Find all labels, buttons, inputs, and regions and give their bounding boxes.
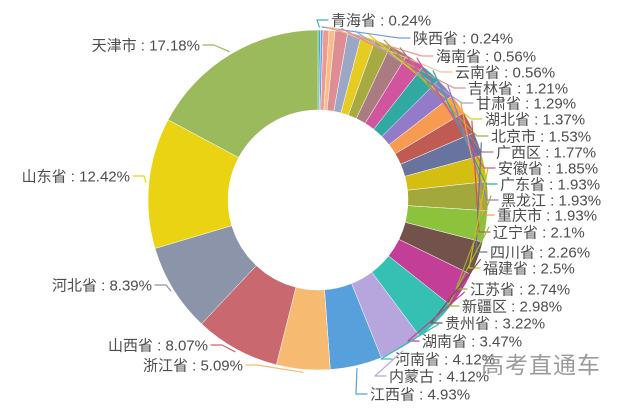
slice-label: 北京市 : 1.53%	[491, 129, 591, 146]
slice-label: 浙江省 : 5.09%	[143, 358, 243, 375]
slice-label: 福建省 : 2.5%	[483, 261, 575, 278]
label-line	[468, 167, 489, 269]
label-line	[407, 291, 465, 342]
slice-label: 江西省 : 4.93%	[370, 387, 470, 404]
label-line	[447, 85, 499, 201]
label-line	[383, 39, 489, 137]
label-line	[341, 28, 466, 89]
label-line	[354, 30, 474, 104]
watermark: 高考直通车	[481, 352, 601, 378]
slice-label: 海南省 : 0.56%	[436, 49, 536, 66]
label-line	[430, 259, 481, 324]
label-line	[380, 323, 440, 360]
label-line	[245, 364, 304, 373]
slice-label: 湖南省 : 3.47%	[422, 334, 522, 351]
slice-label: 四川省 : 2.26%	[490, 245, 590, 262]
slice-label: 天津市 : 17.18%	[92, 38, 200, 55]
label-line	[210, 344, 236, 353]
label-line	[368, 34, 483, 120]
slice-label: 江苏省 : 2.74%	[470, 282, 570, 299]
label-line	[321, 26, 411, 39]
slice-label: 山西省 : 8.07%	[108, 338, 208, 355]
label-line	[374, 350, 404, 377]
label-line	[416, 57, 496, 169]
label-line	[355, 368, 368, 395]
slice-label: 陕西省 : 0.24%	[413, 31, 513, 48]
slice-label: 辽宁省 : 2.1%	[493, 225, 585, 242]
slice-label: 内蒙古 : 4.12%	[389, 369, 489, 386]
pie-slice[interactable]	[167, 29, 319, 158]
slice-label: 新疆区 : 2.98%	[462, 299, 562, 316]
slice-label: 云南省 : 0.56%	[455, 65, 555, 82]
slice-label: 吉林省 : 1.21%	[468, 81, 568, 98]
slice-label: 黑龙江 : 1.93%	[501, 193, 601, 210]
label-line	[399, 47, 494, 153]
slice-label: 河北省 : 8.39%	[52, 278, 152, 295]
slice-label: 广东省 : 1.93%	[500, 177, 600, 194]
slice-label: 湖北省 : 1.37%	[485, 112, 585, 129]
label-line	[432, 70, 498, 185]
slice-label: 山东省 : 12.42%	[22, 169, 130, 186]
label-line	[132, 175, 147, 184]
slice-label: 广西区 : 1.77%	[496, 145, 596, 162]
label-line	[202, 44, 230, 53]
slice-label: 河南省 : 4.12%	[395, 352, 495, 369]
slice-label: 甘肃省 : 1.29%	[476, 96, 576, 113]
slice-label: 安徽省 : 1.85%	[498, 161, 598, 178]
label-line	[316, 19, 329, 28]
slice-label: 贵州省 : 3.22%	[445, 316, 545, 333]
label-line	[460, 101, 495, 216]
slice-label: 重庆市 : 1.93%	[497, 208, 597, 225]
label-line	[455, 195, 492, 290]
slice-label: 青海省 : 0.24%	[331, 13, 431, 30]
label-line	[154, 284, 172, 292]
